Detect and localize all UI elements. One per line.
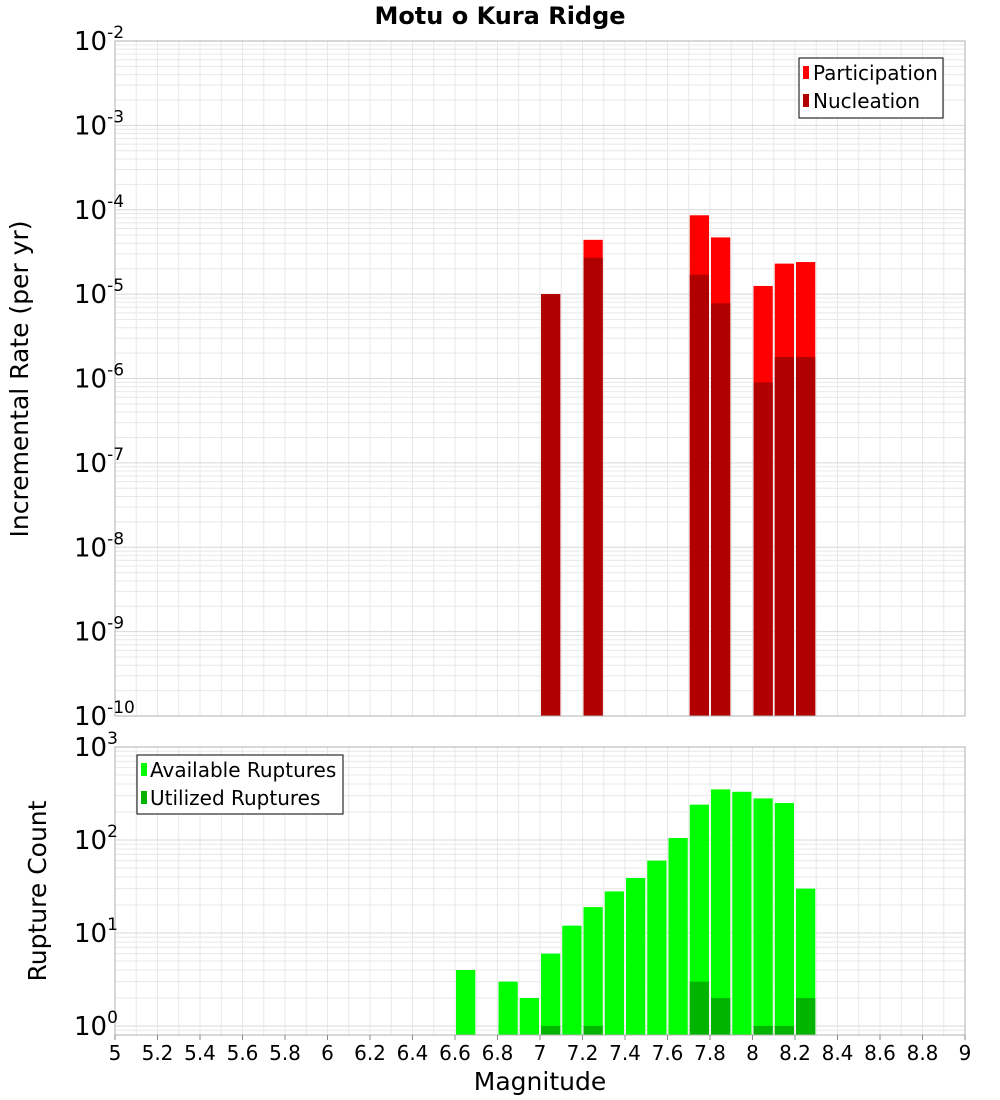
x-tick-label: 5.4 [184, 1041, 216, 1065]
x-tick-label: 7.4 [609, 1041, 641, 1065]
bar-available-ruptures [519, 997, 539, 1035]
legend-swatch-utilized-ruptures [141, 791, 147, 804]
bar-utilized-ruptures [583, 1025, 603, 1035]
y-tick-label: 102 [74, 822, 118, 856]
y-tick-label: 10-6 [74, 361, 124, 395]
x-tick-label: 6.8 [482, 1041, 514, 1065]
bar-available-ruptures [774, 802, 794, 1035]
bar-utilized-ruptures [796, 997, 816, 1035]
bar-available-ruptures [456, 969, 476, 1035]
bar-nucleation [753, 382, 773, 716]
top-panel-frame [114, 40, 966, 717]
y-tick-label: 10-10 [74, 698, 135, 732]
x-tick-label: 7.2 [567, 1041, 599, 1065]
legend-label-utilized-ruptures: Utilized Ruptures [150, 786, 320, 810]
x-tick-label: 8 [746, 1041, 759, 1065]
bar-available-ruptures [711, 789, 731, 1035]
x-tick-label: 9 [959, 1041, 972, 1065]
x-tick-label: 6.4 [397, 1041, 429, 1065]
legend-swatch-nucleation [803, 94, 809, 107]
bar-available-ruptures [562, 925, 582, 1035]
x-tick-label: 6.2 [354, 1041, 386, 1065]
y-tick-label: 100 [74, 1008, 118, 1042]
bar-available-ruptures [647, 860, 667, 1035]
y-tick-label: 10-9 [74, 614, 124, 648]
x-axis-label: Magnitude [474, 1067, 606, 1096]
legend-swatch-participation [803, 66, 809, 79]
bar-available-ruptures [498, 981, 518, 1035]
x-tick-label: 7.6 [652, 1041, 684, 1065]
bar-utilized-ruptures [541, 1025, 561, 1035]
bottom-panel-y-ticks: 100 101 102 103 [74, 729, 118, 1042]
x-tick-label: 8.6 [864, 1041, 896, 1065]
legend-label-participation: Participation [813, 61, 938, 85]
bar-nucleation [583, 257, 603, 716]
bar-available-ruptures [604, 891, 624, 1035]
x-tick-label: 7.8 [694, 1041, 726, 1065]
y-tick-label: 101 [74, 915, 118, 949]
top-legend: Participation Nucleation [798, 57, 944, 119]
legend-label-available-ruptures: Available Ruptures [150, 758, 336, 782]
bar-available-ruptures [583, 907, 603, 1035]
bar-utilized-ruptures [689, 981, 709, 1035]
legend-swatch-available-ruptures [141, 763, 147, 776]
legend-label-nucleation: Nucleation [813, 89, 920, 113]
bar-nucleation [774, 356, 794, 716]
bar-nucleation [689, 274, 709, 716]
y-tick-label: 10-2 [74, 23, 124, 57]
x-tick-label: 6 [321, 1041, 334, 1065]
y-tick-label: 10-8 [74, 529, 124, 563]
x-tick-label: 7 [534, 1041, 547, 1065]
bar-available-ruptures [732, 791, 752, 1035]
bar-nucleation [711, 303, 731, 716]
bottom-panel-bars [456, 789, 816, 1035]
bar-utilized-ruptures [711, 997, 731, 1035]
x-tick-label: 5.6 [227, 1041, 259, 1065]
x-axis-ticks: 5 5.2 5.4 5.6 5.8 6 6.2 6.4 6.6 6.8 7 7.2 7.4 7.6 7.8 8… [109, 1035, 972, 1065]
y-tick-label: 10-4 [74, 192, 124, 226]
bar-available-ruptures [689, 804, 709, 1035]
top-panel-y-ticks: 10-10 10-9 10-8 10-7 10-6 10-5 10-4 10-3 10-2 [74, 23, 135, 732]
top-legend-box [798, 57, 944, 119]
bar-available-ruptures [626, 878, 646, 1035]
y-tick-label: 10-3 [74, 107, 124, 141]
x-tick-label: 8.4 [822, 1041, 854, 1065]
x-tick-label: 5.8 [269, 1041, 301, 1065]
bottom-y-axis-label: Rupture Count [23, 800, 52, 981]
chart-title: Motu o Kura Ridge [374, 2, 625, 30]
x-tick-label: 8.2 [779, 1041, 811, 1065]
bar-available-ruptures [668, 838, 688, 1035]
y-tick-label: 10-5 [74, 276, 124, 310]
bar-nucleation [796, 356, 816, 716]
bar-nucleation [541, 294, 561, 716]
y-tick-label: 10-7 [74, 445, 124, 479]
bar-available-ruptures [753, 798, 773, 1035]
x-tick-label: 5 [109, 1041, 122, 1065]
top-panel-grid [114, 40, 966, 717]
y-tick-label: 103 [74, 729, 118, 763]
bottom-legend: Available Ruptures Utilized Ruptures [136, 754, 344, 815]
top-y-axis-label: Incremental Rate (per yr) [5, 221, 34, 538]
x-tick-label: 5.2 [142, 1041, 174, 1065]
bar-utilized-ruptures [753, 1025, 773, 1035]
bar-available-ruptures [541, 953, 561, 1035]
top-panel-bars [541, 215, 816, 717]
x-tick-label: 6.6 [439, 1041, 471, 1065]
bottom-legend-box [136, 754, 344, 815]
bar-utilized-ruptures [774, 1025, 794, 1035]
x-tick-label: 8.8 [907, 1041, 939, 1065]
